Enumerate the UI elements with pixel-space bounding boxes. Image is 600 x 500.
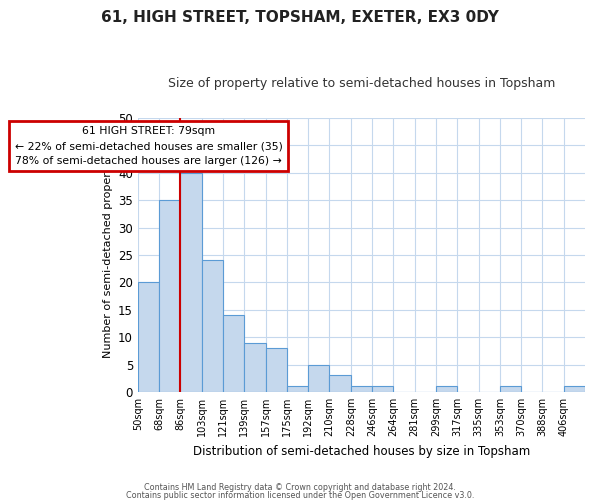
Bar bbox=[223, 315, 244, 392]
Bar bbox=[564, 386, 585, 392]
X-axis label: Distribution of semi-detached houses by size in Topsham: Distribution of semi-detached houses by … bbox=[193, 444, 530, 458]
Text: 61, HIGH STREET, TOPSHAM, EXETER, EX3 0DY: 61, HIGH STREET, TOPSHAM, EXETER, EX3 0D… bbox=[101, 10, 499, 25]
Text: Contains HM Land Registry data © Crown copyright and database right 2024.: Contains HM Land Registry data © Crown c… bbox=[144, 484, 456, 492]
Text: 61 HIGH STREET: 79sqm
← 22% of semi-detached houses are smaller (35)
78% of semi: 61 HIGH STREET: 79sqm ← 22% of semi-deta… bbox=[14, 126, 283, 166]
Bar bbox=[181, 173, 202, 392]
Bar bbox=[287, 386, 308, 392]
Bar bbox=[308, 364, 329, 392]
Title: Size of property relative to semi-detached houses in Topsham: Size of property relative to semi-detach… bbox=[168, 78, 555, 90]
Bar bbox=[372, 386, 394, 392]
Bar bbox=[244, 342, 266, 392]
Bar bbox=[266, 348, 287, 392]
Bar bbox=[436, 386, 457, 392]
Bar bbox=[202, 260, 223, 392]
Bar bbox=[138, 282, 159, 392]
Bar bbox=[500, 386, 521, 392]
Text: Contains public sector information licensed under the Open Government Licence v3: Contains public sector information licen… bbox=[126, 490, 474, 500]
Bar bbox=[351, 386, 372, 392]
Bar bbox=[329, 376, 351, 392]
Bar bbox=[159, 200, 181, 392]
Y-axis label: Number of semi-detached properties: Number of semi-detached properties bbox=[103, 152, 113, 358]
